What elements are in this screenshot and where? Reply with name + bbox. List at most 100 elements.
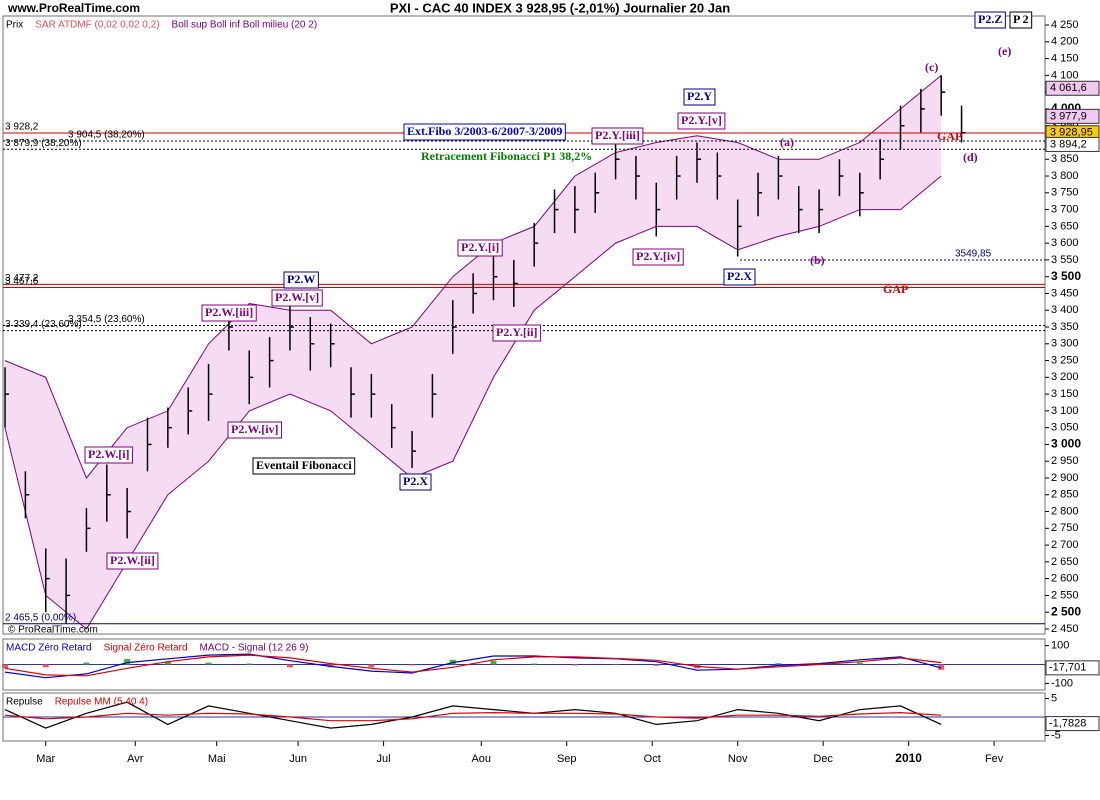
y-tick-label: 3 450: [1051, 287, 1079, 299]
bollinger-lower: [4, 175, 942, 630]
chart-title: PXI - CAC 40 INDEX 3 928,95 (-2,01%) Jou…: [390, 0, 730, 15]
last-value-box: [1045, 80, 1100, 96]
x-tick-label: Mar: [36, 753, 55, 765]
legend-entry: Signal Zéro Retard: [104, 643, 188, 654]
annotation: P2.W.[ii]: [110, 553, 155, 567]
histogram-bar: [246, 663, 253, 665]
annotation-box: [677, 112, 726, 130]
y-tick-label: 3 200: [1051, 371, 1079, 383]
y-tick-label: 100: [1051, 640, 1069, 652]
y-tick-label: 3 750: [1051, 187, 1079, 199]
histogram-bar: [653, 664, 660, 666]
last-value-label: 3 928,95: [1050, 127, 1093, 139]
annotation: (e): [998, 44, 1011, 58]
annotation: P2.W.[i]: [88, 447, 130, 461]
y-tick-label: 3 600: [1051, 237, 1079, 249]
histogram-bar: [938, 664, 945, 670]
y-tick-label: 2 550: [1051, 589, 1079, 601]
annotation: GAP: [937, 129, 962, 143]
annotation-box: [632, 248, 684, 266]
histogram-bar: [571, 664, 578, 666]
annotation: Retracement Fibonacci P1 38,2%: [421, 149, 592, 163]
y-tick-label: 2 900: [1051, 472, 1079, 484]
y-tick-label: 2 450: [1051, 623, 1079, 635]
annotation-box: [201, 304, 257, 322]
last-value-label: -1,7828: [1049, 717, 1086, 729]
y-tick-label: 3 850: [1051, 153, 1079, 165]
histogram-bar: [490, 660, 497, 665]
x-tick-label: Sep: [557, 753, 577, 765]
legend-entry: Boll sup Boll inf Boll milieu (20 2): [172, 20, 318, 31]
y-tick-label: 2 600: [1051, 573, 1079, 585]
last-value-box: [1045, 108, 1100, 124]
histogram-bar: [409, 664, 416, 666]
annotation-box: [974, 11, 1006, 29]
bollinger-upper: [4, 75, 942, 479]
y-tick-label: 4 100: [1051, 69, 1079, 81]
x-tick-label: 2010: [895, 751, 922, 765]
y-tick-label: 3 150: [1051, 388, 1079, 400]
annotation: (c): [925, 60, 938, 74]
bollinger-fill: [5, 75, 942, 629]
y-tick-label: 2 700: [1051, 539, 1079, 551]
y-tick-label: -100: [1051, 677, 1073, 689]
x-tick-label: Dec: [813, 753, 833, 765]
x-tick-label: Fev: [985, 753, 1004, 765]
annotation-box: [283, 271, 319, 289]
legend-entry: Repulse MM (5 40 4): [55, 697, 148, 708]
histogram-bar: [42, 664, 49, 668]
y-tick-label: 2 850: [1051, 489, 1079, 501]
y-tick-label: 5: [1051, 692, 1057, 704]
annotation-box: [84, 446, 134, 464]
annotation: GAP: [883, 282, 908, 296]
legend-entry: MACD - Signal (12 26 9): [200, 643, 309, 654]
x-tick-label: Mai: [208, 753, 226, 765]
annotation-box: [252, 457, 356, 475]
annotation-box: [723, 268, 756, 286]
y-tick-label: 2 750: [1051, 522, 1079, 534]
annotation: P2.W.[v]: [275, 290, 319, 304]
legend-entry: Prix: [6, 20, 23, 31]
annotation-box: [403, 123, 566, 141]
y-tick-label: 3 300: [1051, 338, 1079, 350]
annotation: P2.W.[iv]: [231, 422, 279, 436]
annotation-box: [399, 473, 432, 491]
histogram-bar: [124, 658, 131, 665]
last-value-label: -17,701: [1049, 662, 1086, 674]
last-value-box: [1045, 660, 1100, 676]
annotation-box: [492, 324, 542, 342]
annotation: P2.Y.[iii]: [595, 128, 640, 142]
annotation: P2.W.[iii]: [205, 305, 253, 319]
y-tick-label: 3 050: [1051, 422, 1079, 434]
annotation-box: [271, 289, 323, 307]
y-tick-label: 3 350: [1051, 321, 1079, 333]
annotation: P2.W: [287, 272, 315, 286]
histogram-bar: [368, 664, 375, 668]
indicator-line: [4, 654, 942, 677]
level-label: 3 467,6: [5, 276, 39, 287]
level-label: 3 339,4 (23,60%): [5, 319, 82, 330]
y-tick-label: 4 150: [1051, 53, 1079, 65]
annotation-box: [1009, 11, 1033, 29]
site-name: www.ProRealTime.com: [7, 1, 140, 15]
annotation: P2.Y.[v]: [681, 113, 722, 127]
indicator-line: [4, 653, 942, 679]
indicator-line: [4, 701, 942, 729]
histogram-bar: [205, 662, 212, 665]
y-tick-label: 3 650: [1051, 220, 1079, 232]
annotation: P2.X: [403, 474, 428, 488]
annotation: (d): [963, 150, 978, 164]
level-label: 3 879,9 (38,20%): [5, 138, 82, 149]
level-label: 3549,85: [955, 249, 992, 260]
y-tick-label: 2 800: [1051, 505, 1079, 517]
histogram-bar: [286, 664, 293, 668]
annotation: P2.Y: [687, 89, 712, 103]
annotation-box: [227, 421, 283, 439]
histogram-bar: [531, 663, 538, 665]
annotation: P2.Z: [978, 12, 1002, 26]
y-tick-label: 3 250: [1051, 354, 1079, 366]
y-tick-label: 2 650: [1051, 556, 1079, 568]
histogram-bar: [164, 661, 171, 665]
histogram-bar: [775, 663, 782, 665]
